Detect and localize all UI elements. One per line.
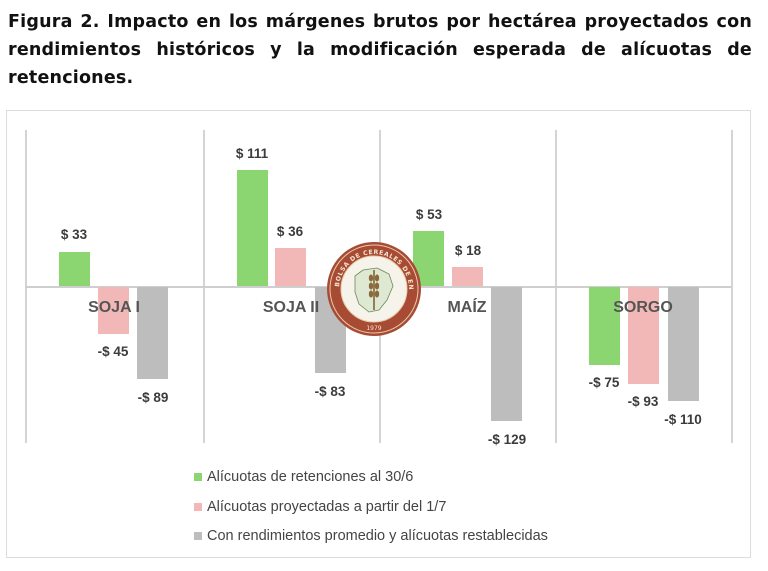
bar-maiz-pink <box>452 267 483 286</box>
bar-soja2-green <box>237 170 268 286</box>
label-soja1-pink: -$ 45 <box>97 344 129 359</box>
plot-area: $ 33 -$ 45 -$ 89 SOJA I $ 111 $ 36 -$ 83… <box>25 130 733 447</box>
legend-item: Alícuotas de retenciones al 30/6 <box>194 467 413 487</box>
label-soja1-gray: -$ 89 <box>137 390 169 405</box>
wheat-seal-icon: 1979 BOLSA DE CEREALES DE ENTRE RÍOS <box>322 233 423 338</box>
label-sorgo-pink: -$ 93 <box>627 394 659 409</box>
category-label-soja2: SOJA II <box>262 299 320 316</box>
bar-soja1-pink <box>98 287 129 334</box>
chart-frame <box>6 110 751 558</box>
label-maiz-green: $ 53 <box>415 207 443 222</box>
category-label-sorgo: SORGO <box>613 299 673 316</box>
legend-item: Alícuotas proyectadas a partir del 1/7 <box>194 497 446 517</box>
category-label-soja1: SOJA I <box>88 299 140 316</box>
label-soja2-green: $ 111 <box>235 146 269 161</box>
legend-label: Alícuotas de retenciones al 30/6 <box>207 469 414 485</box>
label-sorgo-gray: -$ 110 <box>664 412 702 427</box>
bar-sorgo-green <box>589 287 620 365</box>
bar-soja2-pink <box>275 248 306 286</box>
figure-title: Figura 2. Impacto en los márgenes brutos… <box>8 12 752 88</box>
bar-soja1-green <box>59 252 90 286</box>
label-maiz-pink: $ 18 <box>454 243 482 258</box>
legend-label: Alícuotas proyectadas a partir del 1/7 <box>207 499 447 515</box>
legend-swatch-pink <box>194 503 202 511</box>
legend-item: Con rendimientos promedio y alícuotas re… <box>194 526 548 546</box>
legend-label: Con rendimientos promedio y alícuotas re… <box>207 528 548 544</box>
bar-soja1-gray <box>137 287 168 379</box>
svg-text:1979: 1979 <box>366 325 381 332</box>
legend-swatch-green <box>194 473 202 481</box>
category-label-maiz: MAÍZ <box>447 299 487 316</box>
label-soja1-green: $ 33 <box>60 227 88 242</box>
label-soja2-gray: -$ 83 <box>314 384 346 399</box>
bar-sorgo-gray <box>668 287 699 401</box>
bar-sorgo-pink <box>628 287 659 384</box>
legend-swatch-gray <box>194 532 202 540</box>
label-soja2-pink: $ 36 <box>276 224 304 239</box>
label-sorgo-green: -$ 75 <box>588 375 620 390</box>
bar-maiz-gray <box>491 287 522 421</box>
label-maiz-gray: -$ 129 <box>487 432 527 447</box>
